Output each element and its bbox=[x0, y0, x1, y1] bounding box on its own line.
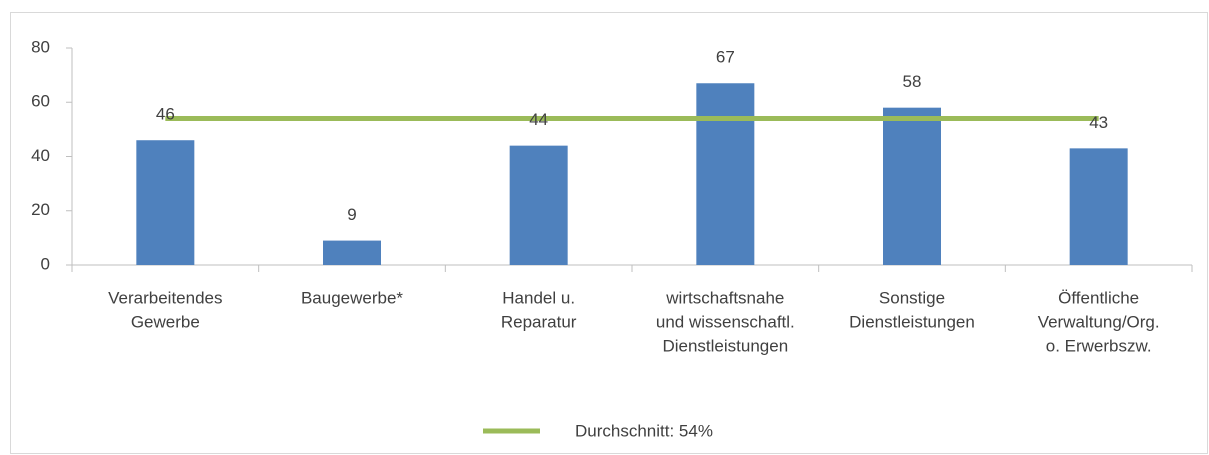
data-label: 58 bbox=[903, 72, 922, 91]
x-tick-label: Handel u. bbox=[502, 288, 575, 307]
x-tick-label: und wissenschaftl. bbox=[656, 312, 795, 331]
bar bbox=[509, 145, 568, 265]
data-label: 9 bbox=[347, 205, 356, 224]
bar bbox=[323, 240, 381, 265]
x-tick-label: Reparatur bbox=[501, 312, 577, 331]
y-tick-label: 40 bbox=[31, 146, 50, 165]
y-tick-label: 20 bbox=[31, 200, 50, 219]
x-tick-label: Verwaltung/Org. bbox=[1038, 312, 1160, 331]
y-tick-label: 80 bbox=[31, 37, 50, 56]
x-tick-label: Gewerbe bbox=[131, 312, 200, 331]
x-tick-label: wirtschaftsnahe bbox=[665, 288, 784, 307]
data-label: 46 bbox=[156, 105, 175, 124]
bar bbox=[883, 107, 941, 265]
x-tick-label: o. Erwerbszw. bbox=[1046, 336, 1152, 355]
x-tick-label: Sonstige bbox=[879, 288, 945, 307]
x-tick-label: Verarbeitendes bbox=[108, 288, 222, 307]
bar bbox=[696, 83, 755, 265]
chart-frame bbox=[10, 12, 1208, 454]
x-tick-label: Öffentliche bbox=[1058, 288, 1139, 307]
x-tick-label: Dienstleistungen bbox=[662, 336, 788, 355]
x-tick-label: Dienstleistungen bbox=[849, 312, 975, 331]
bar bbox=[1069, 148, 1128, 265]
y-tick-label: 60 bbox=[31, 92, 50, 111]
data-label: 43 bbox=[1089, 113, 1108, 132]
legend-label: Durchschnitt: 54% bbox=[575, 421, 713, 440]
bar bbox=[136, 140, 195, 265]
data-label: 44 bbox=[529, 110, 548, 129]
x-tick-label: Baugewerbe* bbox=[301, 288, 403, 307]
y-tick-label: 0 bbox=[41, 254, 50, 273]
data-label: 67 bbox=[716, 48, 735, 67]
